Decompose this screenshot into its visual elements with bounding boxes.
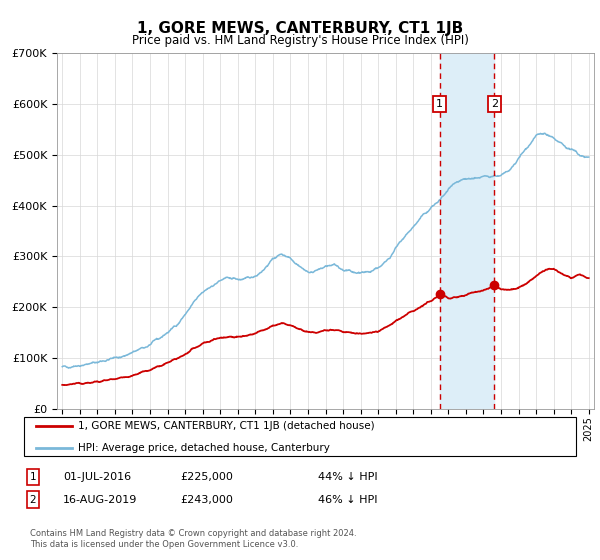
Text: Price paid vs. HM Land Registry's House Price Index (HPI): Price paid vs. HM Land Registry's House … bbox=[131, 34, 469, 46]
Text: £243,000: £243,000 bbox=[180, 494, 233, 505]
Text: 01-JUL-2016: 01-JUL-2016 bbox=[63, 472, 131, 482]
Text: 1, GORE MEWS, CANTERBURY, CT1 1JB (detached house): 1, GORE MEWS, CANTERBURY, CT1 1JB (detac… bbox=[78, 421, 374, 431]
Text: 44% ↓ HPI: 44% ↓ HPI bbox=[318, 472, 377, 482]
Text: 1: 1 bbox=[29, 472, 37, 482]
Text: HPI: Average price, detached house, Canterbury: HPI: Average price, detached house, Cant… bbox=[78, 443, 330, 453]
Text: 2: 2 bbox=[29, 494, 37, 505]
Text: 1, GORE MEWS, CANTERBURY, CT1 1JB: 1, GORE MEWS, CANTERBURY, CT1 1JB bbox=[137, 21, 463, 36]
Text: 46% ↓ HPI: 46% ↓ HPI bbox=[318, 494, 377, 505]
Bar bbox=[440, 53, 494, 409]
Text: 2: 2 bbox=[491, 99, 498, 109]
Text: £225,000: £225,000 bbox=[180, 472, 233, 482]
Text: Contains HM Land Registry data © Crown copyright and database right 2024.: Contains HM Land Registry data © Crown c… bbox=[30, 529, 356, 538]
Text: 16-AUG-2019: 16-AUG-2019 bbox=[63, 494, 137, 505]
Text: 1: 1 bbox=[436, 99, 443, 109]
Text: This data is licensed under the Open Government Licence v3.0.: This data is licensed under the Open Gov… bbox=[30, 540, 298, 549]
